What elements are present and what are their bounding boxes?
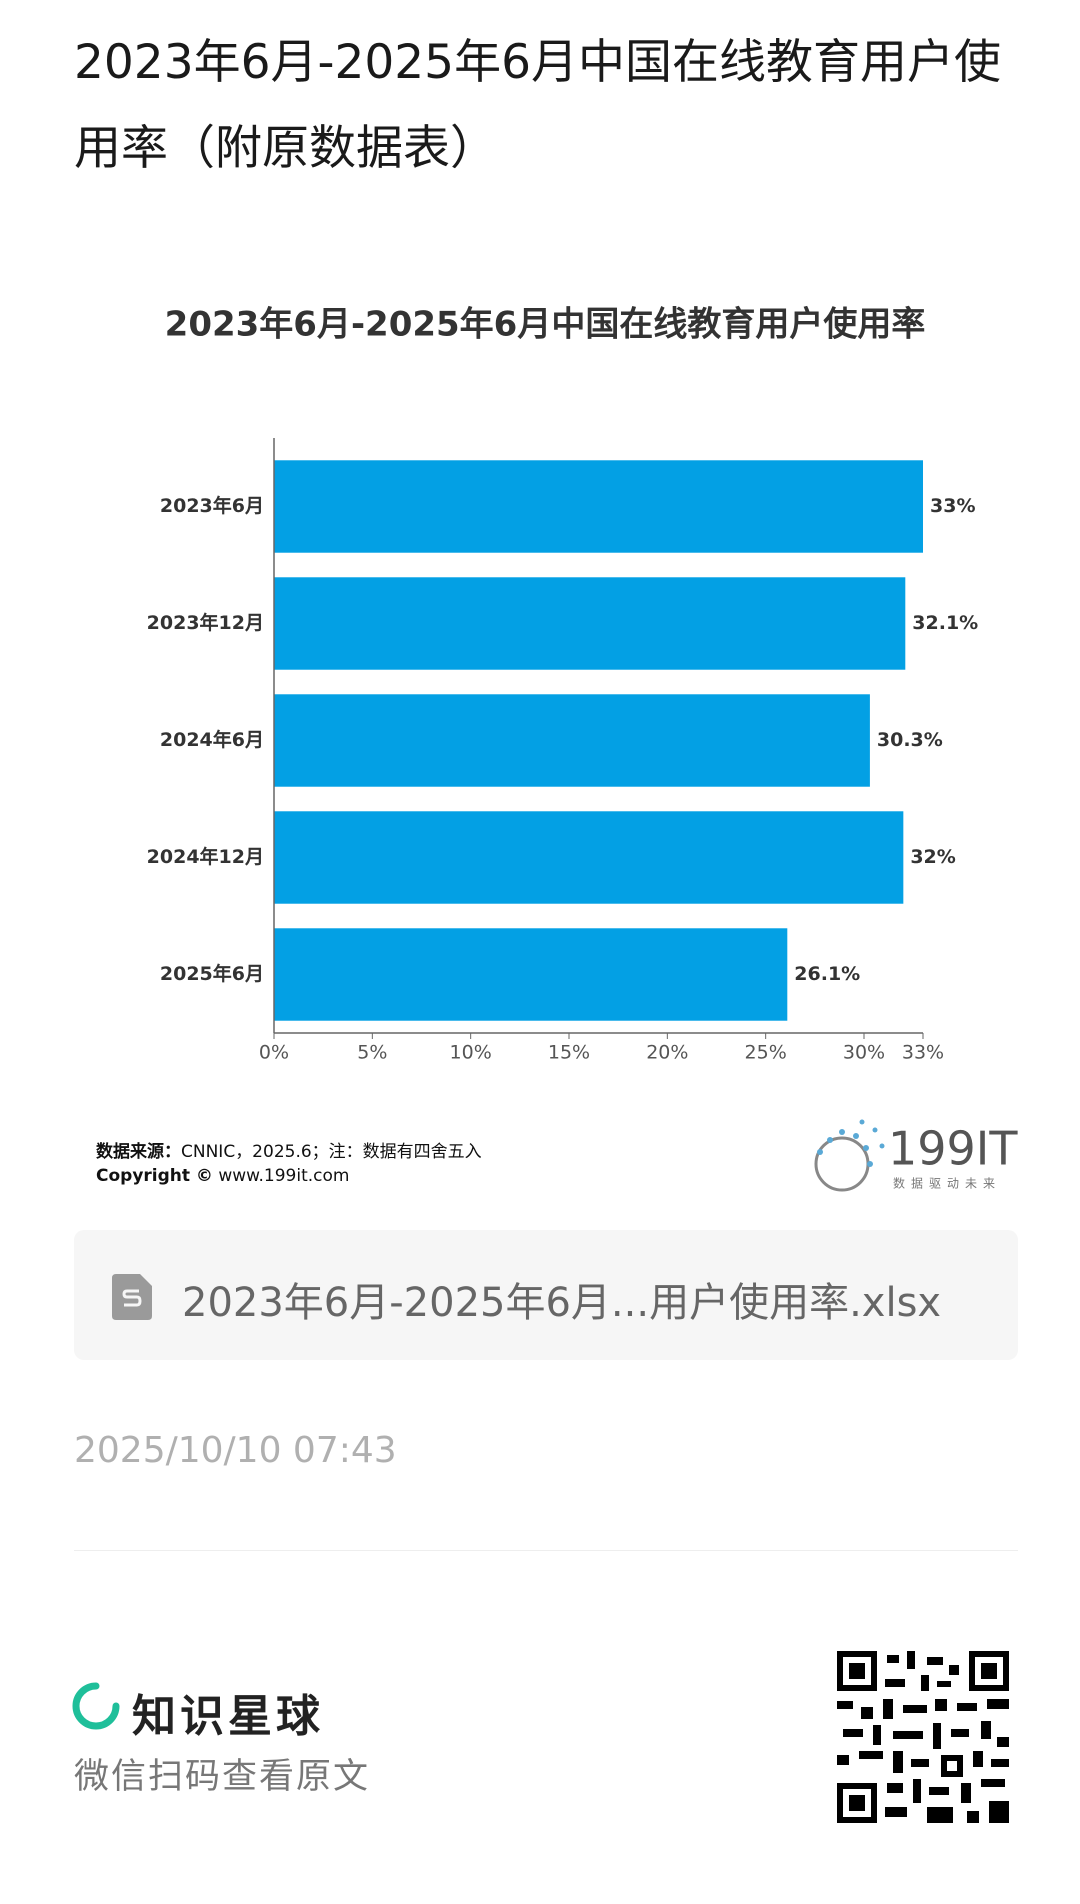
page-title: 2023年6月-2025年6月中国在线教育用户使用率（附原数据表） [74, 35, 1001, 176]
x-tick-label: 25% [745, 1042, 787, 1064]
x-tick-label: 15% [548, 1042, 590, 1064]
value-label: 30.3% [877, 729, 943, 751]
brand-name: 知识星球 [132, 1691, 324, 1742]
copyright-text: www.199it.com [218, 1166, 350, 1186]
x-tick-label: 30% [843, 1042, 885, 1064]
x-tick-label: 10% [450, 1042, 492, 1064]
y-tick-label: 2024年12月 [147, 845, 264, 868]
scan-hint: 微信扫码查看原文 [74, 1757, 371, 1797]
plot: 2023年6月 33% 2023年12月 32.1% 2024年6月 30.3% 2024年… [147, 438, 978, 1064]
attachment[interactable]: 2023年6月-2025年6月...用户使用率.xlsx [74, 1230, 1018, 1360]
attachment-filename[interactable]: 2023年6月-2025年6月...用户使用率.xlsx [182, 1280, 942, 1326]
source-text: CNNIC，2025.6；注：数据有四舍五入 [181, 1142, 482, 1162]
value-label: 32% [910, 846, 955, 868]
file-icon [112, 1274, 152, 1320]
timestamp: 2025/10/10 07:43 [74, 1430, 397, 1471]
source-line: 数据来源：CNNIC，2025.6；注：数据有四舍五入 [96, 1137, 482, 1162]
y-tick-label: 2023年6月 [160, 494, 264, 517]
x-tick-label: 0% [259, 1042, 289, 1064]
copyright-line: Copyright © www.199it.com [96, 1166, 349, 1186]
x-tick-label: 20% [646, 1042, 688, 1064]
logo-slogan: 数据驱动未来 [893, 1176, 1001, 1191]
y-tick-label: 2023年12月 [147, 611, 264, 634]
divider [74, 1550, 1018, 1551]
copyright-label: Copyright © [96, 1166, 213, 1186]
source-label: 数据来源： [96, 1142, 181, 1162]
chart-title: 2023年6月-2025年6月中国在线教育用户使用率 [165, 305, 926, 345]
logo-icon [814, 1119, 885, 1192]
bar [274, 811, 904, 904]
bar [274, 694, 870, 787]
qr-code [837, 1651, 1009, 1823]
value-label: 32.1% [912, 612, 978, 634]
bar [274, 577, 906, 670]
logo-text: 199IT [888, 1122, 1018, 1176]
y-tick-label: 2024年6月 [160, 728, 264, 751]
brand-icon [72, 1682, 120, 1730]
x-tick-label: 33% [902, 1042, 944, 1064]
bar [274, 460, 923, 553]
bar [274, 928, 788, 1021]
value-label: 33% [930, 495, 975, 517]
y-tick-label: 2025年6月 [160, 962, 264, 985]
chart: 2023年6月-2025年6月中国在线教育用户使用率 2023年6月 33%202… [147, 305, 1018, 1192]
value-label: 26.1% [794, 963, 860, 985]
x-tick-label: 5% [357, 1042, 387, 1064]
